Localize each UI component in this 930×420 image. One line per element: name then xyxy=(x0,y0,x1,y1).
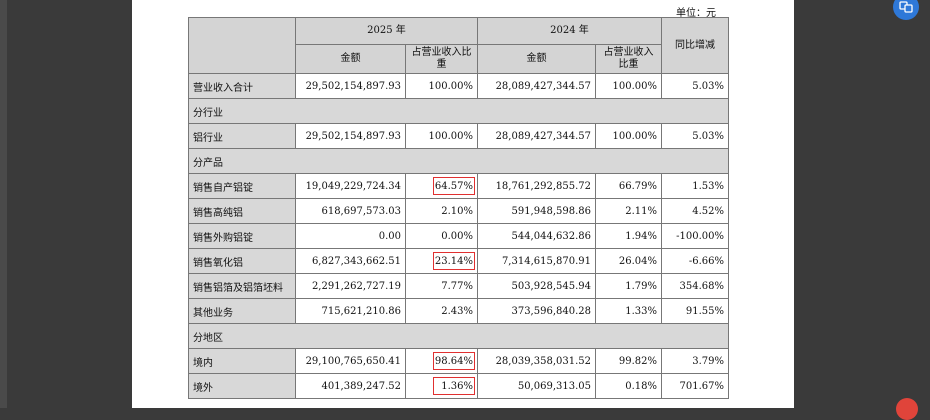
cell-yoy: 91.55% xyxy=(661,298,729,324)
cell-amount-2024: 18,761,292,855.72 xyxy=(477,173,596,199)
table-row: 销售氧化铝 6,827,343,662.51 23.14% 7,314,615,870… xyxy=(188,248,729,274)
translate-button[interactable] xyxy=(893,0,919,20)
unit-label: 单位：元 xyxy=(676,8,716,19)
cell-amount-2025: 29,502,154,897.93 xyxy=(295,73,406,99)
cell-ratio-2025: 98.64% xyxy=(405,348,478,374)
row-label: 营业收入合计 xyxy=(188,73,296,99)
cell-ratio-2025: 2.43% xyxy=(405,298,478,324)
cell-yoy: 3.79% xyxy=(661,348,729,374)
header-row-years: 2025 年 2024 年 同比增减 xyxy=(188,17,729,74)
cell-ratio-2024: 0.18% xyxy=(595,373,662,399)
cell-ratio-2025: 100.00% xyxy=(405,73,478,99)
cell-amount-2024: 544,044,632.86 xyxy=(477,223,596,249)
cell-amount-2025: 19,049,229,724.34 xyxy=(295,173,406,199)
cell-amount-2025: 401,389,247.52 xyxy=(295,373,406,399)
header-blank xyxy=(188,17,296,74)
cell-text: 23.14% xyxy=(434,255,473,267)
cell-amount-2025: 2,291,262,727.19 xyxy=(295,273,406,299)
revenue-table: 2025 年 2024 年 同比增减 金额 占营业收入比重 金额 占营业收入比重… xyxy=(188,17,729,399)
cell-ratio-2025: 7.77% xyxy=(405,273,478,299)
table-row: 境外 401,389,247.52 1.36% 50,069,313.05 0.18% 7… xyxy=(188,373,729,399)
cell-ratio-2024: 1.79% xyxy=(595,273,662,299)
highlight-box xyxy=(433,352,475,370)
cell-amount-2025: 0.00 xyxy=(295,223,406,249)
cell-yoy: 5.03% xyxy=(661,123,729,149)
table-row: 销售高纯铝 618,697,573.03 2.10% 591,948,598.86 2.… xyxy=(188,198,729,224)
cell-yoy: 1.53% xyxy=(661,173,729,199)
cell-amount-2025: 29,502,154,897.93 xyxy=(295,123,406,149)
section-label: 分产品 xyxy=(188,148,729,174)
cell-ratio-2024: 1.33% xyxy=(595,298,662,324)
cell-ratio-2025: 2.10% xyxy=(405,198,478,224)
table-row: 铝行业 29,502,154,897.93 100.00% 28,089,427,34… xyxy=(188,123,729,149)
cell-amount-2024: 591,948,598.86 xyxy=(477,198,596,224)
row-label: 销售自产铝锭 xyxy=(188,173,296,199)
row-label: 销售氧化铝 xyxy=(188,248,296,274)
table-row: 销售外购铝锭 0.00 0.00% 544,044,632.86 1.94% -100.0… xyxy=(188,223,729,249)
cell-yoy: 354.68% xyxy=(661,273,729,299)
cell-amount-2024: 28,039,358,031.52 xyxy=(477,348,596,374)
cell-ratio-2025: 64.57% xyxy=(405,173,478,199)
header-amount-2025: 金额 xyxy=(295,44,406,74)
cell-amount-2024: 373,596,840.28 xyxy=(477,298,596,324)
section-row: 分行业 xyxy=(188,98,729,124)
section-row: 分地区 xyxy=(188,323,729,349)
row-label: 其他业务 xyxy=(188,298,296,324)
header-ratio-2025: 占营业收入比重 xyxy=(405,44,478,74)
header-ratio-2024: 占营业收入比重 xyxy=(595,44,662,74)
cell-yoy: 4.52% xyxy=(661,198,729,224)
section-row: 分产品 xyxy=(188,148,729,174)
header-amount-2024: 金额 xyxy=(477,44,596,74)
left-scrollbar[interactable] xyxy=(0,0,7,408)
cell-ratio-2025: 1.36% xyxy=(405,373,478,399)
cell-text: 98.64% xyxy=(434,355,473,367)
highlight-box xyxy=(433,377,475,395)
table-row: 销售铝箔及铝箔坯料 2,291,262,727.19 7.77% 503,928,54… xyxy=(188,273,729,299)
cell-amount-2024: 28,089,427,344.57 xyxy=(477,123,596,149)
section-label: 分地区 xyxy=(188,323,729,349)
cell-ratio-2025: 0.00% xyxy=(405,223,478,249)
cell-ratio-2024: 2.11% xyxy=(595,198,662,224)
highlight-box xyxy=(433,252,475,270)
cell-yoy: 5.03% xyxy=(661,73,729,99)
row-label: 铝行业 xyxy=(188,123,296,149)
cell-yoy: -6.66% xyxy=(661,248,729,274)
row-label: 境外 xyxy=(188,373,296,399)
cell-amount-2024: 7,314,615,870.91 xyxy=(477,248,596,274)
header-year-2025: 2025 年 xyxy=(295,17,478,45)
cell-ratio-2024: 100.00% xyxy=(595,123,662,149)
row-label: 销售外购铝锭 xyxy=(188,223,296,249)
cell-ratio-2024: 26.04% xyxy=(595,248,662,274)
highlight-box xyxy=(433,177,475,195)
cell-text: 64.57% xyxy=(434,180,473,192)
cell-amount-2024: 28,089,427,344.57 xyxy=(477,73,596,99)
cell-ratio-2025: 23.14% xyxy=(405,248,478,274)
cell-amount-2025: 6,827,343,662.51 xyxy=(295,248,406,274)
table-row: 境内 29,100,765,650.41 98.64% 28,039,358,031.… xyxy=(188,348,729,374)
floating-action-button[interactable] xyxy=(896,398,918,420)
cell-yoy: -100.00% xyxy=(661,223,729,249)
cell-amount-2025: 715,621,210.86 xyxy=(295,298,406,324)
header-year-2024: 2024 年 xyxy=(477,17,662,45)
header-yoy: 同比增减 xyxy=(661,17,729,74)
cell-amount-2024: 503,928,545.94 xyxy=(477,273,596,299)
cell-ratio-2024: 100.00% xyxy=(595,73,662,99)
cell-amount-2025: 618,697,573.03 xyxy=(295,198,406,224)
section-label: 分行业 xyxy=(188,98,729,124)
row-label: 销售高纯铝 xyxy=(188,198,296,224)
cell-yoy: 701.67% xyxy=(661,373,729,399)
row-label: 销售铝箔及铝箔坯料 xyxy=(188,273,296,299)
table-row: 销售自产铝锭 19,049,229,724.34 64.57% 18,761,292,… xyxy=(188,173,729,199)
cell-ratio-2024: 66.79% xyxy=(595,173,662,199)
cell-text: 1.36% xyxy=(441,380,473,392)
table-row: 其他业务 715,621,210.86 2.43% 373,596,840.28 1.3… xyxy=(188,298,729,324)
cell-ratio-2025: 100.00% xyxy=(405,123,478,149)
cell-ratio-2024: 1.94% xyxy=(595,223,662,249)
cell-amount-2025: 29,100,765,650.41 xyxy=(295,348,406,374)
table-row: 营业收入合计 29,502,154,897.93 100.00% 28,089,427… xyxy=(188,73,729,99)
row-label: 境内 xyxy=(188,348,296,374)
cell-amount-2024: 50,069,313.05 xyxy=(477,373,596,399)
translate-icon xyxy=(899,1,913,13)
cell-ratio-2024: 99.82% xyxy=(595,348,662,374)
